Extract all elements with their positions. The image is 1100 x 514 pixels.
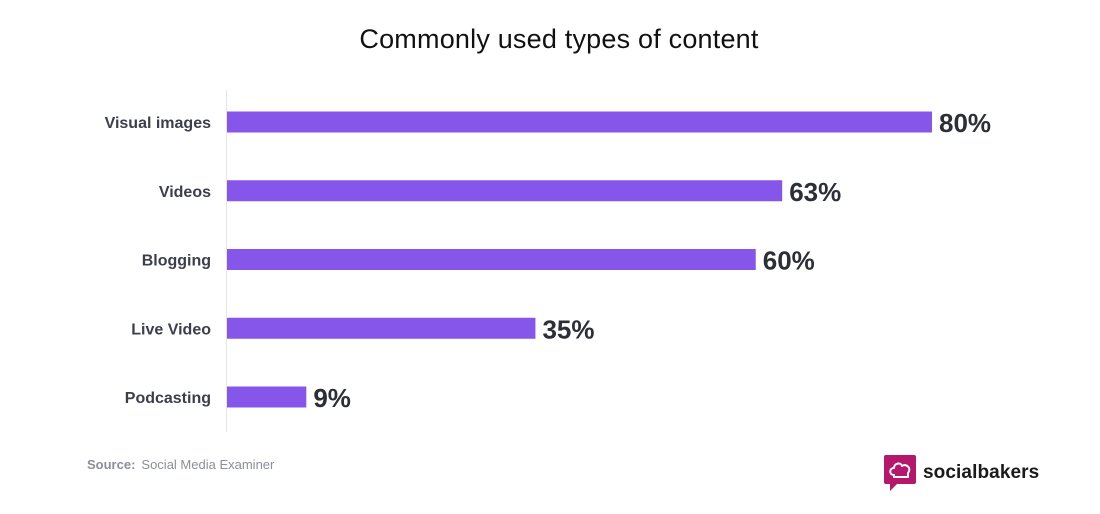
value-label: 35% — [542, 314, 594, 344]
category-label: Blogging — [142, 253, 211, 270]
source-value: Social Media Examiner — [141, 457, 275, 472]
value-label: 63% — [789, 177, 841, 207]
source-key: Source: — [87, 457, 136, 472]
bar — [227, 111, 932, 133]
socialbakers-chef-hat-icon — [884, 455, 916, 491]
category-label: Live Video — [131, 321, 211, 338]
chart-title: Commonly used types of content — [359, 24, 759, 54]
value-label: 9% — [313, 383, 351, 413]
value-label: 60% — [763, 246, 815, 276]
category-label: Podcasting — [125, 390, 211, 407]
brand-name: socialbakers — [923, 462, 1040, 483]
brand-logo-block: socialbakers — [884, 455, 1039, 491]
category-label: Videos — [159, 184, 211, 201]
bar — [227, 317, 536, 339]
category-label: Visual images — [105, 115, 212, 132]
value-label: 80% — [939, 108, 991, 138]
source-note: Source: Social Media Examiner — [87, 457, 274, 472]
bar — [227, 180, 783, 202]
bar — [227, 249, 756, 270]
bar — [227, 386, 307, 408]
